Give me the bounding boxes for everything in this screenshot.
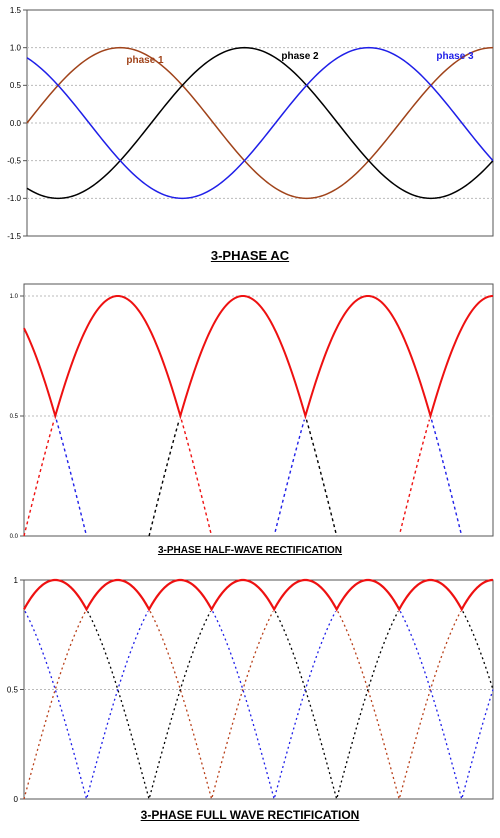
dashed-phase-2 — [305, 419, 338, 537]
title-full-wave: 3-PHASE FULL WAVE RECTIFICATION — [140, 808, 360, 822]
dashed-abs-phase-3 — [212, 610, 337, 802]
y-tick-label: 0.0 — [10, 119, 22, 128]
title-3phase-ac: 3-PHASE AC — [210, 248, 290, 263]
full-wave-plot: 10.50 — [7, 576, 494, 804]
dashed-phase-1 — [399, 419, 431, 532]
y-tick-label: 0.5 — [7, 685, 19, 694]
series-3-line — [26, 46, 494, 200]
dashed-abs-phase-1 — [149, 610, 274, 802]
y-tick-label: 1 — [14, 576, 19, 585]
y-tick-label: -1.0 — [7, 194, 21, 203]
dashed-abs-phase-3 — [24, 610, 149, 802]
y-tick-label: -1.5 — [7, 232, 21, 241]
y-tick-label: 1.5 — [10, 6, 22, 15]
dashed-phase-3 — [55, 419, 88, 537]
plot-frame — [23, 283, 494, 537]
y-tick-label: -0.5 — [7, 156, 21, 165]
dashed-abs-phase-1 — [23, 610, 87, 800]
dashed-phase-1 — [180, 419, 213, 537]
dashed-abs-phase-1 — [337, 610, 462, 802]
series-2-line — [26, 46, 494, 200]
chart-full-wave: 1 0.5 0 — [0, 570, 500, 805]
title-half-wave: 3-PHASE HALF-WAVE RECTIFICATION — [157, 545, 343, 556]
y-tick-label: 0.0 — [10, 534, 19, 540]
series-1-line — [26, 46, 494, 200]
dashed-phase-3 — [274, 419, 306, 532]
y-tick-label: 0.5 — [10, 414, 19, 420]
series-label-2: phase 2 — [281, 51, 319, 62]
dashed-abs-phase-3 — [399, 610, 494, 802]
dashed-phase-2 — [148, 419, 180, 537]
dashed-abs-phase-2 — [462, 610, 494, 690]
ac-plot: 1.5 1.0 0.5 0.0 -0.5 -1.0 -1.5 phase 1 phase 2 ph… — [7, 6, 494, 241]
y-tick-label: 0 — [14, 795, 19, 804]
series-label-1: phase 1 — [126, 55, 164, 66]
dashed-abs-phase-2 — [274, 610, 399, 802]
chart-3phase-ac: 1.5 1.0 0.5 0.0 -0.5 -1.0 -1.5 phase 1 phase 2 ph… — [0, 0, 500, 248]
dashed-phase-1 — [23, 419, 55, 537]
rectified-output-line — [23, 294, 494, 420]
rectified-output-line — [23, 578, 494, 612]
dashed-abs-phase-2 — [87, 610, 212, 802]
plot-frame — [23, 579, 494, 800]
y-tick-label: 1.0 — [10, 294, 19, 300]
y-tick-label: 0.5 — [10, 81, 22, 90]
y-tick-label: 1.0 — [10, 43, 22, 52]
series-label-3: phase 3 — [436, 51, 474, 62]
chart-half-wave: 1.0 0.5 0.0 — [0, 270, 500, 542]
dashed-phase-3 — [430, 419, 463, 537]
half-wave-plot: 1.0 0.5 0.0 — [10, 283, 494, 540]
